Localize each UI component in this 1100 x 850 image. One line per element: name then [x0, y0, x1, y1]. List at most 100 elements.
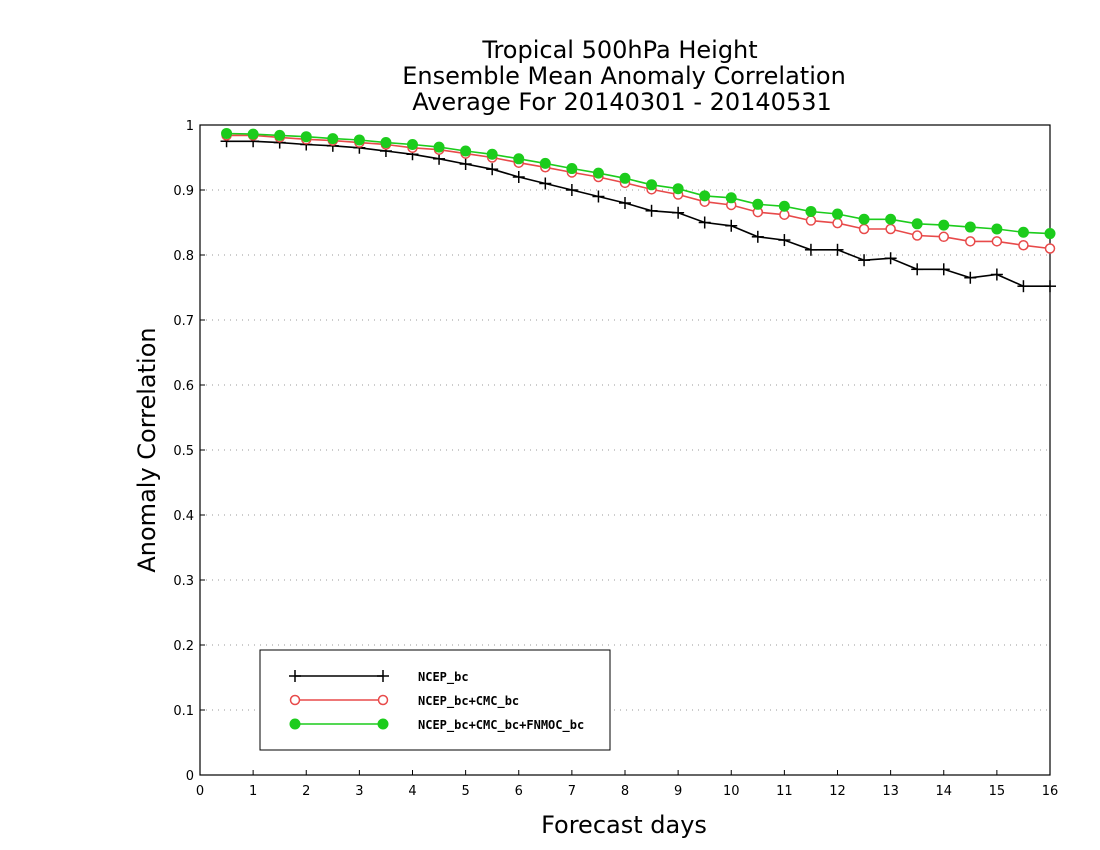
- series-2: [221, 127, 1056, 240]
- series-0-point-16: [645, 204, 658, 217]
- y-tick-label-8: 0.8: [173, 249, 194, 264]
- series-2-point-26: [911, 218, 923, 230]
- gridlines: [200, 189, 1050, 711]
- series-0-point-25: [884, 252, 897, 265]
- x-tick-label-0: 0: [196, 784, 204, 799]
- x-tick-label-5: 5: [461, 784, 469, 799]
- series-1-point-22: [805, 215, 817, 226]
- legend-marker-right-1: [377, 694, 389, 706]
- series-1-point-28: [965, 236, 976, 247]
- x-tick-label-12: 12: [829, 784, 846, 799]
- legend-entry-0: NCEP_bc: [289, 670, 469, 685]
- y-tick-label-6: 0.6: [173, 379, 194, 394]
- x-tick-label-15: 15: [989, 784, 1006, 799]
- legend-label-0: NCEP_bc: [418, 670, 469, 685]
- series-2-point-16: [646, 179, 658, 191]
- series-2-point-8: [433, 141, 445, 153]
- legend-entry-2: NCEP_bc+CMC_bc+FNMOC_bc: [289, 718, 584, 733]
- series-0-point-22: [804, 243, 817, 256]
- series-2-point-6: [380, 137, 392, 149]
- series-0-point-12: [539, 177, 552, 190]
- y-tick-label-3: 0.3: [173, 574, 194, 589]
- x-tick-label-2: 2: [302, 784, 310, 799]
- y-tick-label-4: 0.4: [173, 509, 194, 524]
- series-1-point-29: [991, 236, 1003, 247]
- y-tick-label-2: 0.2: [173, 639, 194, 654]
- legend-entry-1: NCEP_bc+CMC_bc: [289, 694, 519, 709]
- series-2-point-11: [513, 153, 525, 165]
- series-1-point-27: [938, 231, 949, 243]
- series-2-point-10: [486, 148, 498, 160]
- series-2-point-24: [858, 213, 870, 225]
- series-line-1: [226, 134, 1051, 250]
- series-0-point-30: [1017, 280, 1030, 293]
- series-0-point-17: [672, 206, 685, 219]
- series-0-point-14: [592, 190, 605, 203]
- series-0-point-15: [619, 197, 631, 209]
- series-2-point-17: [672, 183, 684, 195]
- series-0-point-18: [698, 216, 711, 229]
- x-tick-label-13: 13: [882, 784, 899, 799]
- series-0-point-10: [486, 163, 499, 176]
- series-0-point-26: [911, 263, 924, 276]
- series-0-point-23: [831, 243, 844, 256]
- series-2-point-3: [300, 131, 312, 143]
- series-1: [221, 130, 1056, 254]
- series-2-point-23: [832, 208, 843, 220]
- series-2-point-25: [885, 213, 897, 225]
- series-2-point-28: [964, 221, 976, 233]
- legend-marker-right-0: [377, 670, 389, 682]
- chart-title-line-2: Ensemble Mean Anomaly Correlation: [402, 62, 846, 90]
- x-tick-label-9: 9: [674, 784, 682, 799]
- series-0-point-27: [937, 263, 950, 276]
- series-2-point-30: [1017, 226, 1029, 238]
- series-1-point-24: [858, 223, 870, 235]
- series-1-point-26: [911, 230, 923, 241]
- y-tick-label-1: 0.1: [173, 704, 194, 719]
- x-tick-label-11: 11: [776, 784, 793, 799]
- series-2-point-4: [327, 133, 339, 145]
- series-0-point-28: [964, 271, 977, 284]
- series-2-point-29: [991, 223, 1003, 235]
- x-tick-label-10: 10: [723, 784, 740, 799]
- series-2-point-7: [407, 139, 418, 150]
- series-2-point-13: [566, 163, 578, 175]
- axis-ticks: 0 1 2 3 4 5 6 7 8 9 10 11 12 13 14 15 1600.10.20.30.40.5…: [173, 119, 1058, 799]
- legend: NCEP_bc NCEP_bc+CMC_bc NCEP_bc+CMC_bc+FNMO…: [259, 649, 611, 751]
- y-tick-label-10: 1: [186, 119, 194, 134]
- x-tick-label-16: 16: [1042, 784, 1059, 799]
- series-1-point-25: [885, 223, 896, 235]
- legend-marker-left-1: [289, 694, 301, 706]
- y-tick-label-0: 0: [186, 769, 194, 784]
- series-2-point-12: [539, 157, 551, 169]
- series-2-point-27: [938, 219, 950, 231]
- x-tick-label-4: 4: [408, 784, 416, 799]
- series-line-2: [226, 132, 1051, 235]
- series-2-point-20: [752, 198, 764, 210]
- series-2-point-31: [1044, 228, 1056, 240]
- legend-marker-right-2: [377, 718, 389, 730]
- chart-title-line-1: Tropical 500hPa Height: [481, 36, 757, 64]
- series-2-point-5: [353, 134, 365, 146]
- series-0-point-29: [990, 268, 1003, 281]
- series-0-point-31: [1044, 280, 1056, 293]
- series-0: [220, 135, 1056, 293]
- series-layer: [220, 127, 1056, 293]
- y-tick-label-9: 0.9: [173, 184, 194, 199]
- series-2-point-9: [460, 145, 472, 157]
- series-1-point-30: [1018, 240, 1029, 251]
- legend-marker-left-0: [289, 670, 301, 682]
- series-0-point-9: [459, 158, 472, 170]
- y-axis-label: Anomaly Correlation: [133, 327, 161, 572]
- series-0-point-24: [858, 254, 871, 267]
- series-2-point-0: [221, 127, 233, 139]
- series-1-point-23: [832, 217, 843, 229]
- x-tick-label-7: 7: [568, 784, 576, 799]
- series-0-point-11: [512, 171, 525, 183]
- x-axis-label: Forecast days: [541, 811, 707, 839]
- series-2-point-21: [778, 200, 790, 212]
- y-tick-label-7: 0.7: [173, 314, 194, 329]
- series-2-point-1: [247, 128, 259, 140]
- series-1-point-31: [1044, 243, 1056, 254]
- series-line-0: [226, 140, 1050, 288]
